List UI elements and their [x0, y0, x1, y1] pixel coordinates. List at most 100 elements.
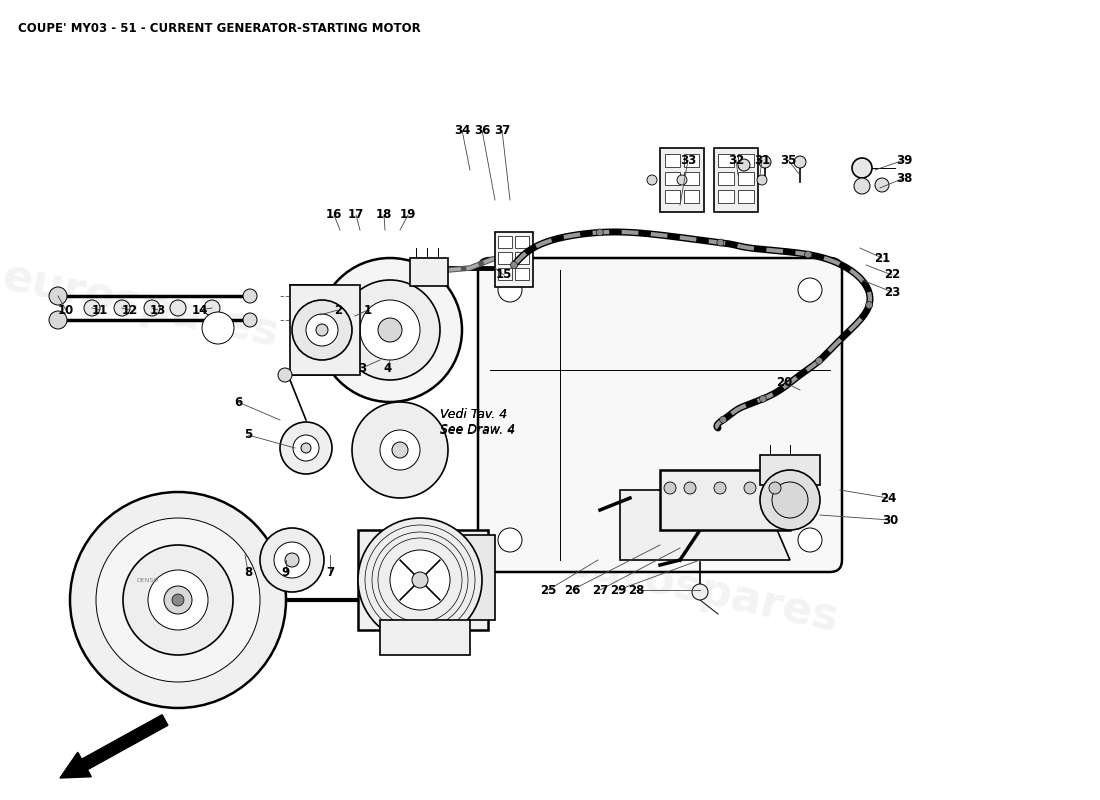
Circle shape: [243, 289, 257, 303]
Circle shape: [596, 229, 603, 236]
Circle shape: [285, 553, 299, 567]
Circle shape: [172, 594, 184, 606]
FancyBboxPatch shape: [379, 620, 470, 655]
Circle shape: [852, 158, 872, 178]
Text: 13: 13: [150, 303, 166, 317]
Circle shape: [50, 311, 67, 329]
Text: Vedi Tav. 4
See Draw. 4: Vedi Tav. 4 See Draw. 4: [440, 408, 515, 436]
Circle shape: [760, 470, 820, 530]
Circle shape: [96, 518, 260, 682]
Text: Vedi Tav. 4: Vedi Tav. 4: [440, 408, 507, 421]
Circle shape: [280, 422, 332, 474]
FancyBboxPatch shape: [498, 236, 512, 248]
Circle shape: [692, 584, 708, 600]
Text: DENSO: DENSO: [136, 578, 160, 582]
Text: 34: 34: [454, 123, 470, 137]
FancyBboxPatch shape: [760, 455, 820, 485]
Circle shape: [318, 258, 462, 402]
FancyBboxPatch shape: [718, 190, 734, 203]
FancyBboxPatch shape: [660, 148, 704, 212]
Circle shape: [757, 175, 767, 185]
Circle shape: [379, 430, 420, 470]
FancyBboxPatch shape: [410, 258, 448, 286]
Text: 4: 4: [384, 362, 392, 374]
Polygon shape: [620, 490, 790, 560]
FancyBboxPatch shape: [515, 252, 529, 264]
Circle shape: [676, 175, 688, 185]
Text: 39: 39: [895, 154, 912, 166]
Text: 30: 30: [882, 514, 898, 526]
FancyBboxPatch shape: [440, 535, 495, 620]
Text: 20: 20: [776, 375, 792, 389]
Circle shape: [498, 528, 522, 552]
Circle shape: [292, 300, 352, 360]
Circle shape: [358, 518, 482, 642]
Circle shape: [498, 278, 522, 302]
Text: 16: 16: [326, 209, 342, 222]
FancyArrow shape: [60, 714, 168, 778]
FancyBboxPatch shape: [478, 258, 842, 572]
Circle shape: [772, 482, 808, 518]
Circle shape: [412, 572, 428, 588]
FancyBboxPatch shape: [738, 172, 754, 185]
Text: 37: 37: [494, 123, 510, 137]
Circle shape: [804, 251, 812, 258]
Text: 3: 3: [358, 362, 366, 374]
Text: 25: 25: [540, 583, 557, 597]
Circle shape: [684, 482, 696, 494]
FancyBboxPatch shape: [495, 232, 534, 287]
Circle shape: [84, 300, 100, 316]
Text: 29: 29: [609, 583, 626, 597]
Text: eurospares: eurospares: [0, 254, 282, 355]
FancyBboxPatch shape: [738, 190, 754, 203]
Circle shape: [164, 586, 192, 614]
Text: 11: 11: [92, 303, 108, 317]
Text: 8: 8: [244, 566, 252, 578]
Circle shape: [144, 300, 159, 316]
Circle shape: [123, 545, 233, 655]
Text: 21: 21: [873, 251, 890, 265]
Circle shape: [340, 280, 440, 380]
FancyBboxPatch shape: [660, 470, 790, 530]
Text: 7: 7: [326, 566, 334, 578]
Text: 6: 6: [234, 395, 242, 409]
Circle shape: [714, 482, 726, 494]
FancyBboxPatch shape: [714, 148, 758, 212]
Circle shape: [390, 550, 450, 610]
FancyBboxPatch shape: [666, 190, 680, 203]
FancyBboxPatch shape: [684, 154, 699, 167]
FancyBboxPatch shape: [666, 172, 680, 185]
Text: 27: 27: [592, 583, 608, 597]
Circle shape: [260, 528, 324, 592]
FancyBboxPatch shape: [515, 236, 529, 248]
Circle shape: [301, 443, 311, 453]
Circle shape: [148, 570, 208, 630]
Circle shape: [866, 302, 872, 309]
Text: 26: 26: [564, 583, 580, 597]
FancyBboxPatch shape: [738, 154, 754, 167]
Text: 17: 17: [348, 209, 364, 222]
Text: 9: 9: [282, 566, 290, 578]
Circle shape: [316, 324, 328, 336]
Text: 22: 22: [884, 269, 900, 282]
FancyBboxPatch shape: [666, 154, 680, 167]
Circle shape: [647, 175, 657, 185]
Text: 18: 18: [376, 209, 393, 222]
FancyBboxPatch shape: [684, 190, 699, 203]
FancyBboxPatch shape: [498, 252, 512, 264]
Circle shape: [798, 528, 822, 552]
Text: 35: 35: [780, 154, 796, 166]
Circle shape: [170, 300, 186, 316]
Circle shape: [854, 178, 870, 194]
Text: See Draw. 4: See Draw. 4: [440, 424, 515, 437]
FancyBboxPatch shape: [290, 285, 360, 375]
FancyBboxPatch shape: [515, 268, 529, 280]
Circle shape: [798, 278, 822, 302]
Circle shape: [794, 156, 806, 168]
FancyBboxPatch shape: [684, 172, 699, 185]
Text: 23: 23: [884, 286, 900, 298]
Text: 32: 32: [728, 154, 744, 166]
Circle shape: [70, 492, 286, 708]
FancyBboxPatch shape: [718, 172, 734, 185]
Text: 5: 5: [244, 429, 252, 442]
